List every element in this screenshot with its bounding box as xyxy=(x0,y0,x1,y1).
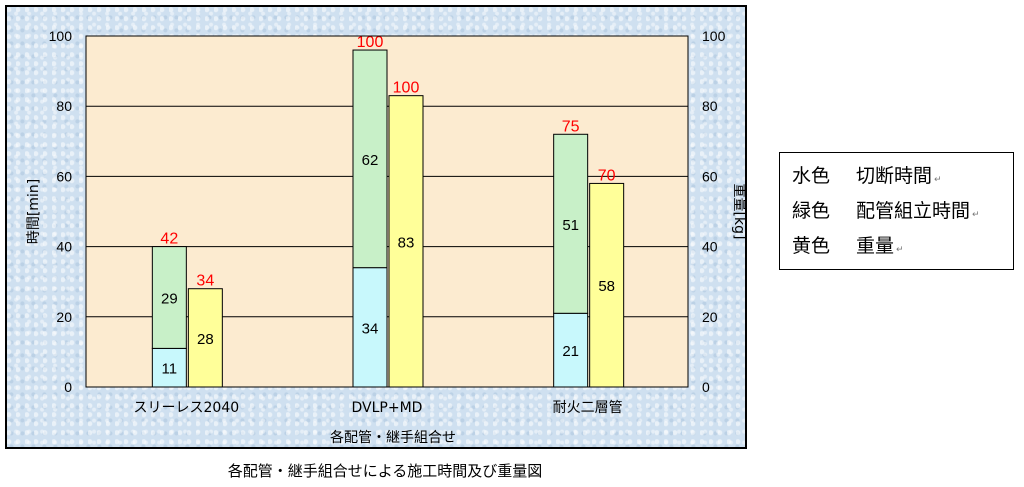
x-tick-label: スリーレス2040 xyxy=(134,400,240,416)
y-tick-label-right: 0 xyxy=(702,379,710,395)
figure-caption: 各配管・継手組合せによる施工時間及び重量図 xyxy=(227,462,543,480)
legend-color-word: 緑色 xyxy=(792,200,831,222)
bar-segment xyxy=(352,267,388,388)
legend-label: 配管組立時間 xyxy=(856,200,971,222)
y-tick-label-left: 100 xyxy=(49,28,73,44)
total-label: 100 xyxy=(393,80,420,97)
data-label: 83 xyxy=(398,234,415,251)
legend-label: 切断時間 xyxy=(856,165,933,187)
y-tick-label-left: 40 xyxy=(56,239,72,255)
total-label: 100 xyxy=(357,34,384,51)
bar-weight xyxy=(187,288,223,388)
data-label: 28 xyxy=(197,331,214,348)
y-tick-label-left: 60 xyxy=(56,168,72,184)
bar-weight xyxy=(388,95,424,388)
chart: 11 29 42 28 34 34 62 100 83 100 21 51 75 58 70 0 20 40 60… xyxy=(26,28,747,446)
x-axis-title: 各配管・継手組合せ xyxy=(330,430,456,446)
total-label: 42 xyxy=(160,231,178,248)
data-label: 21 xyxy=(562,343,579,360)
x-tick-label: DVLP+MD xyxy=(352,400,423,416)
legend-item-assembly-time: 緑色 配管組立時間 ↵ xyxy=(792,194,1013,229)
x-tick-label: 耐火二層管 xyxy=(553,400,623,416)
bar-segment xyxy=(553,133,589,314)
legend-color-word: 黄色 xyxy=(792,235,831,257)
bar-segment xyxy=(151,246,187,349)
legend-item-cutting-time: 水色 切断時間 ↵ xyxy=(792,159,1013,194)
bar-segment xyxy=(151,347,187,388)
legend: 水色 切断時間 ↵ 緑色 配管組立時間 ↵ 黄色 重量 ↵ xyxy=(779,152,1014,270)
data-label: 62 xyxy=(362,152,379,169)
total-label: 34 xyxy=(196,273,214,290)
bar-weight xyxy=(589,182,625,388)
plot-border xyxy=(85,35,689,388)
data-label: 51 xyxy=(562,217,579,234)
y-tick-label-right: 40 xyxy=(702,239,718,255)
bar-segment xyxy=(352,49,388,269)
paragraph-mark-icon: ↵ xyxy=(972,210,980,220)
y-tick-label-left: 20 xyxy=(56,309,72,325)
legend-item-weight: 黄色 重量 ↵ xyxy=(792,229,1013,264)
data-label: 58 xyxy=(598,278,615,295)
y-tick-label-left: 0 xyxy=(64,379,72,395)
y-tick-label-right: 100 xyxy=(702,28,726,44)
y-tick-label-right: 60 xyxy=(702,168,718,184)
data-label: 11 xyxy=(162,361,178,378)
paragraph-mark-icon: ↵ xyxy=(934,175,942,185)
y-tick-label-right: 80 xyxy=(702,98,718,114)
data-label: 29 xyxy=(161,290,178,307)
legend-color-word: 水色 xyxy=(792,165,831,187)
paragraph-mark-icon: ↵ xyxy=(896,245,904,255)
y-tick-label-left: 80 xyxy=(56,98,72,114)
y-axis-title-right: 重量[kg] xyxy=(731,184,747,240)
y-axis-title-left: 時間[min] xyxy=(26,179,42,244)
legend-label: 重量 xyxy=(856,235,895,257)
total-label: 70 xyxy=(598,167,616,184)
total-label: 75 xyxy=(562,118,580,135)
data-label: 34 xyxy=(362,320,379,337)
y-tick-label-right: 20 xyxy=(702,309,718,325)
